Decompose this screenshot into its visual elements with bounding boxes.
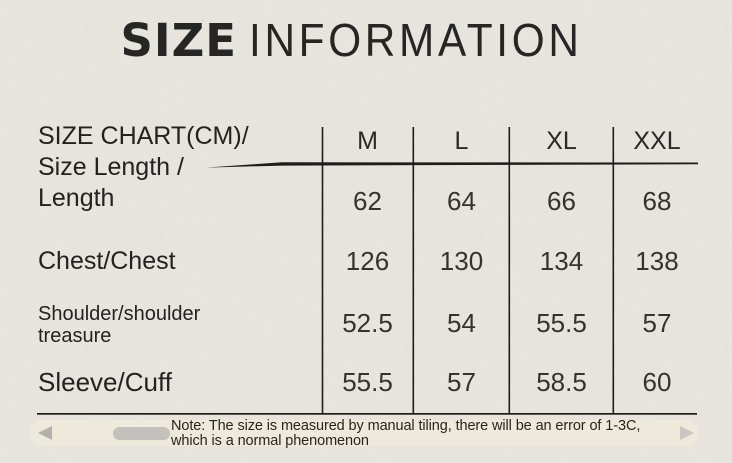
row-label-chest: Chest/Chest xyxy=(38,247,176,275)
column-header-xxl: XXL xyxy=(633,127,681,155)
row-label-shoulder-line2: treasure xyxy=(38,325,112,347)
page-title: SIZE INFORMATION xyxy=(0,14,732,73)
cell-shoulder-xxl: 57 xyxy=(642,308,672,338)
title-bold-text: SIZE xyxy=(120,14,237,67)
cell-sleeve-l: 57 xyxy=(447,367,476,397)
column-header-m: M xyxy=(357,127,378,155)
horizontal-scrollbar-thumb[interactable] xyxy=(113,427,170,440)
right-arrow-icon[interactable] xyxy=(680,426,694,440)
size-note-line2: which is a normal phenomenon xyxy=(171,432,369,449)
size-note-line1: Note: The size is measured by manual til… xyxy=(171,418,641,434)
column-header-l: L xyxy=(454,127,469,155)
row-label-sleeve: Sleeve/Cuff xyxy=(38,367,172,397)
cell-chest-xl: 134 xyxy=(539,246,584,276)
cell-sleeve-xl: 58.5 xyxy=(536,367,587,397)
row-label-shoulder-line1: Shoulder/shoulder xyxy=(38,303,201,325)
corner-label-line2: Size Length / xyxy=(38,153,184,181)
size-note: Note: The size is measured by manual til… xyxy=(171,419,711,448)
corner-label-line1: SIZE CHART(CM)/ xyxy=(38,122,249,150)
cell-sleeve-xxl: 60 xyxy=(642,367,672,397)
cell-length-xl: 66 xyxy=(547,186,576,216)
cell-sleeve-m: 55.5 xyxy=(342,367,393,397)
left-arrow-icon[interactable] xyxy=(38,426,52,440)
cell-shoulder-l: 54 xyxy=(447,308,476,338)
cell-chest-l: 130 xyxy=(439,246,484,276)
cell-length-xxl: 68 xyxy=(642,186,672,216)
corner-label-line3: Length xyxy=(38,184,115,212)
cell-chest-xxl: 138 xyxy=(635,246,679,276)
cell-shoulder-m: 52.5 xyxy=(342,308,393,338)
column-header-xl: XL xyxy=(546,127,577,155)
row-label-shoulder: Shoulder/shoulder treasure xyxy=(38,303,200,347)
cell-chest-m: 126 xyxy=(345,246,390,276)
title-regular-text: INFORMATION xyxy=(248,14,583,66)
corner-label: SIZE CHART(CM)/ Size Length / Length xyxy=(38,121,249,214)
cell-length-m: 62 xyxy=(353,186,382,216)
cell-shoulder-xl: 55.5 xyxy=(536,308,587,338)
cell-length-l: 64 xyxy=(447,186,476,216)
